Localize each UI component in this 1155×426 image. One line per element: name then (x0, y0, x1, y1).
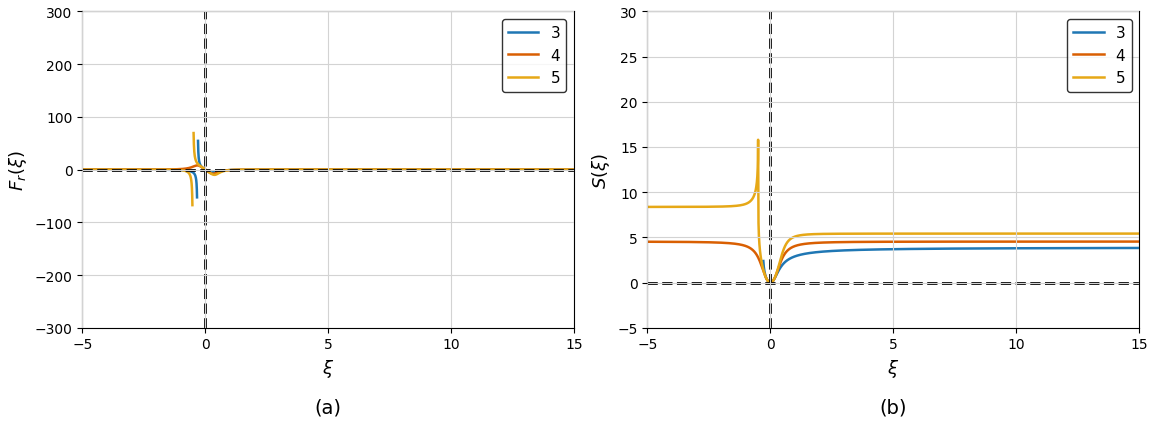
5 (75, 167, 89, 173)
5 (936, 231, 949, 236)
4 (165, 167, 179, 173)
Text: (b): (b) (880, 397, 907, 416)
Line: 3: 3 (82, 141, 574, 198)
Legend: 3, 4, 5: 3, 4, 5 (501, 20, 566, 92)
5 (1045, 231, 1059, 236)
Y-axis label: $F_r(\xi)$: $F_r(\xi)$ (7, 150, 29, 190)
4 (730, 242, 744, 247)
4 (371, 167, 385, 173)
5 (371, 167, 385, 173)
4 (263, 168, 277, 173)
4 (191, 164, 204, 169)
4 (961, 239, 975, 245)
4 (641, 239, 655, 245)
4 (567, 167, 581, 173)
4 (1007, 239, 1021, 245)
5 (828, 232, 842, 237)
5 (567, 167, 581, 173)
3 (567, 167, 581, 173)
3 (960, 246, 974, 251)
4 (479, 167, 493, 173)
4 (1132, 239, 1146, 245)
4 (206, 172, 219, 177)
3 (395, 168, 409, 173)
Line: 5: 5 (648, 141, 1139, 283)
3 (442, 168, 456, 173)
5 (1007, 231, 1021, 236)
3 (479, 168, 493, 173)
4 (828, 240, 842, 245)
Y-axis label: $S(\xi)$: $S(\xi)$ (590, 152, 612, 188)
3 (165, 168, 179, 173)
Line: 4: 4 (82, 166, 574, 174)
4 (442, 167, 456, 173)
5 (479, 167, 493, 173)
3 (75, 168, 89, 173)
Line: 5: 5 (82, 134, 574, 206)
3 (936, 247, 949, 252)
4 (75, 167, 89, 173)
Line: 4: 4 (648, 242, 1139, 283)
5 (165, 168, 179, 173)
5 (442, 167, 456, 173)
5 (641, 205, 655, 210)
3 (263, 168, 277, 173)
5 (395, 167, 409, 173)
4 (763, 280, 777, 285)
4 (1045, 239, 1059, 245)
3 (1132, 246, 1146, 251)
X-axis label: $\xi$: $\xi$ (887, 357, 900, 379)
Line: 3: 3 (763, 248, 1139, 283)
5 (961, 231, 975, 236)
5 (730, 204, 744, 209)
3 (828, 249, 842, 254)
3 (1007, 246, 1021, 251)
5 (1132, 231, 1146, 236)
Text: (a): (a) (314, 397, 342, 416)
3 (1045, 246, 1059, 251)
4 (395, 167, 409, 173)
Legend: 3, 4, 5: 3, 4, 5 (1067, 20, 1132, 92)
5 (751, 138, 765, 143)
5 (763, 280, 777, 285)
X-axis label: $\xi$: $\xi$ (322, 357, 334, 379)
3 (371, 168, 385, 173)
4 (936, 239, 949, 245)
5 (263, 168, 277, 173)
